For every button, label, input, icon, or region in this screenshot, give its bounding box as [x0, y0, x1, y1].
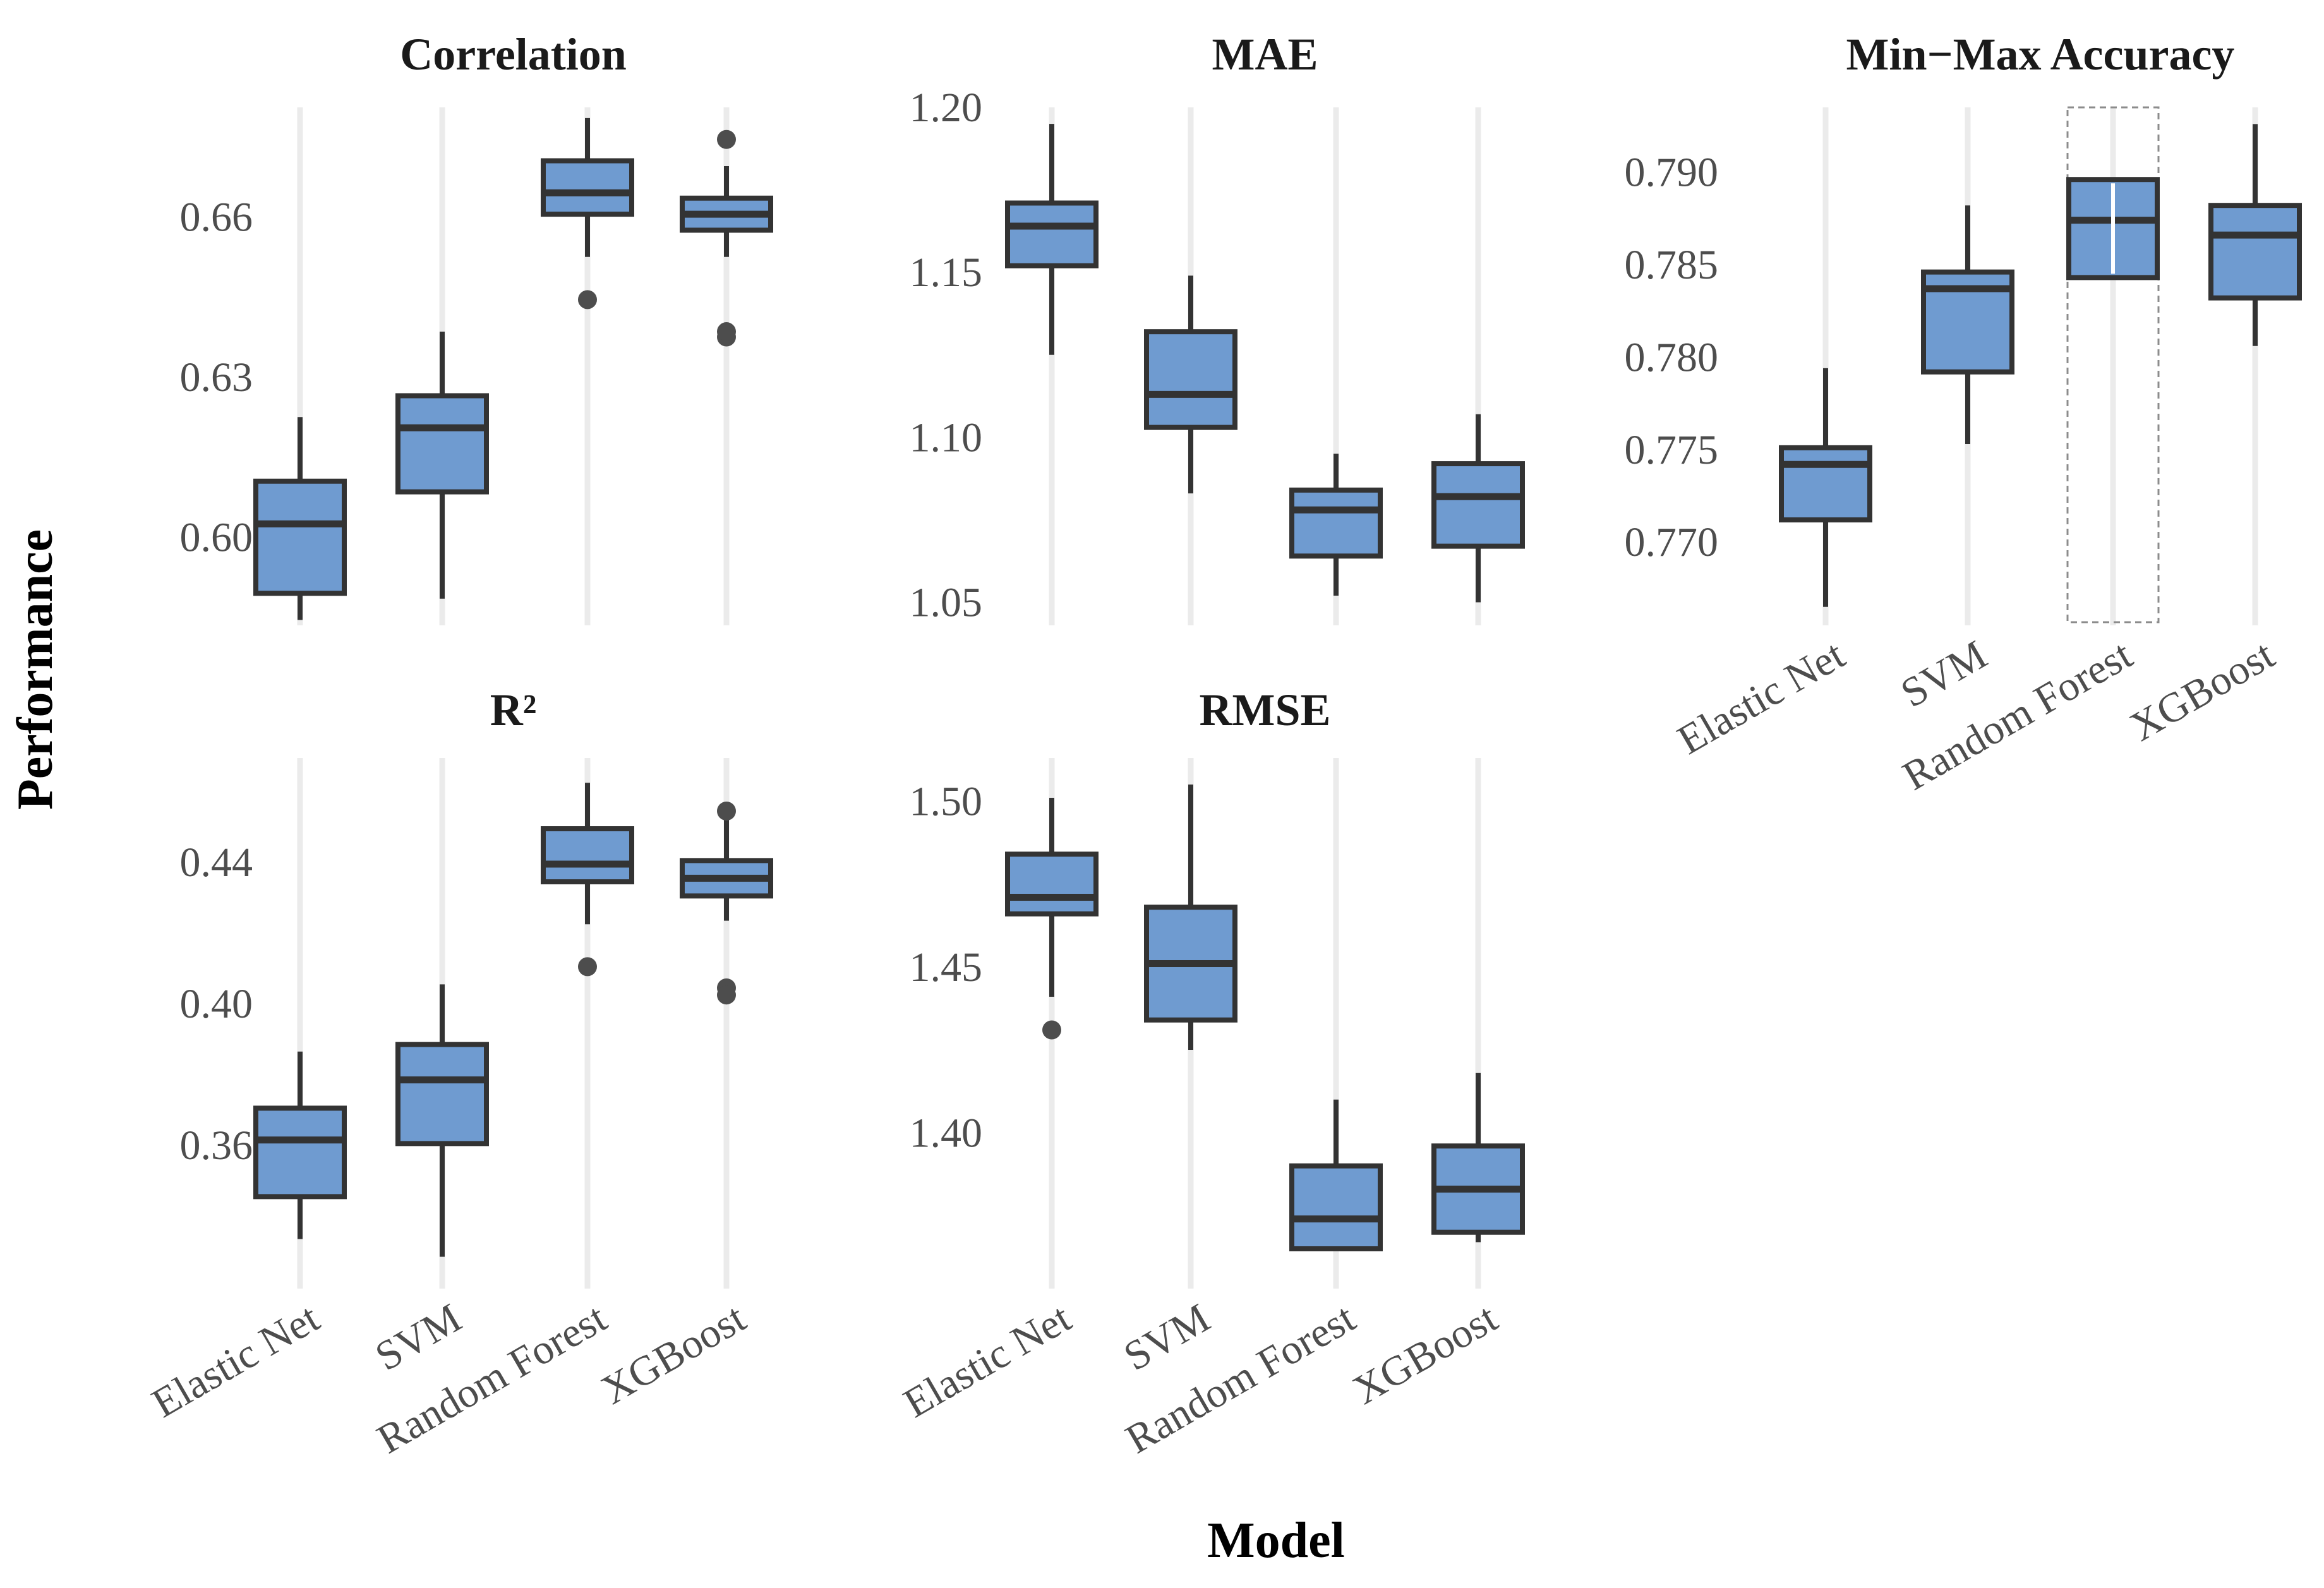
panel-title: R²	[490, 685, 537, 735]
y-tick-label: 0.780	[1625, 334, 1719, 380]
box-svm	[1144, 275, 1237, 494]
y-tick-label: 0.36	[180, 1122, 253, 1169]
box-random-forest	[1289, 454, 1383, 596]
iqr-box	[1289, 1163, 1383, 1251]
y-tick-label: 0.790	[1625, 150, 1719, 196]
box-xgboost	[1431, 1073, 1525, 1242]
iqr-box	[1005, 200, 1099, 268]
box-xgboost	[2208, 124, 2302, 346]
iqr-box	[253, 478, 347, 596]
x-tick-label: SVM	[1116, 1295, 1217, 1380]
iqr-box	[541, 826, 634, 884]
y-tick-label: 0.44	[180, 839, 253, 886]
outlier-point	[717, 129, 736, 149]
box-random-forest	[2066, 177, 2160, 280]
panel-title: RMSE	[1199, 685, 1330, 735]
x-tick-label: XGBoost	[2122, 632, 2282, 750]
y-tick-label: 1.05	[910, 579, 983, 625]
outlier-point	[578, 957, 597, 977]
box-elastic-net	[1005, 124, 1099, 355]
box-svm	[1921, 205, 2014, 444]
box-elastic-net	[1005, 798, 1099, 1040]
x-tick-label: XGBoost	[594, 1295, 753, 1414]
y-tick-label: 0.60	[180, 515, 253, 561]
x-tick-label: Elastic Net	[145, 1295, 327, 1427]
x-tick-label: Elastic Net	[896, 1295, 1079, 1427]
box-elastic-net	[253, 1051, 347, 1239]
y-tick-label: 1.15	[910, 250, 983, 296]
box-svm	[395, 332, 489, 599]
panel-title: MAE	[1212, 29, 1318, 80]
outlier-point	[717, 985, 736, 1005]
iqr-box	[253, 1105, 347, 1200]
panel-2: MAE 1.05 1.10 1.15 1.20	[910, 29, 1525, 625]
iqr-box	[1779, 445, 1872, 523]
iqr-box	[2208, 203, 2302, 301]
y-tick-label: 1.10	[910, 414, 983, 460]
y-tick-label: 0.775	[1625, 427, 1719, 473]
panel-1: Correlation 0.60 0.63 0.66	[180, 29, 773, 625]
outlier-point	[717, 322, 736, 342]
x-axis-title: Model	[1207, 1513, 1345, 1568]
highlight-frame	[2066, 106, 2160, 623]
box-random-forest	[1289, 1099, 1383, 1251]
box-xgboost	[680, 802, 773, 1005]
iqr-box	[1289, 487, 1383, 559]
y-tick-label: 1.20	[910, 85, 983, 131]
y-tick-label: 0.770	[1625, 519, 1719, 565]
panel-title: Correlation	[400, 29, 627, 80]
box-random-forest	[541, 783, 634, 977]
box-xgboost	[680, 129, 773, 347]
iqr-box	[395, 393, 489, 495]
panel-3: Min−Max Accuracy 0.770 0.775 0.780 0.785 0.79…	[1625, 29, 2302, 800]
y-tick-label: 0.785	[1625, 242, 1719, 288]
x-tick-label: XGBoost	[1346, 1295, 1505, 1414]
y-tick-label: 1.50	[910, 778, 983, 824]
box-xgboost	[1431, 414, 1525, 603]
x-tick-label: SVM	[368, 1295, 469, 1380]
iqr-box	[541, 158, 634, 217]
box-elastic-net	[1779, 368, 1872, 607]
x-tick-label: Elastic Net	[1670, 632, 1853, 764]
iqr-box	[395, 1042, 489, 1146]
box-elastic-net	[253, 417, 347, 620]
outlier-point	[578, 290, 597, 310]
outlier-point	[717, 802, 736, 821]
x-tick-label: SVM	[1893, 632, 1994, 717]
iqr-box	[1005, 851, 1099, 917]
iqr-box	[1431, 461, 1525, 549]
y-tick-label: 0.66	[180, 194, 253, 240]
box-svm	[1144, 785, 1237, 1050]
y-tick-label: 0.63	[180, 354, 253, 400]
outlier-point	[1042, 1020, 1061, 1040]
y-axis-title: Performance	[8, 529, 63, 810]
y-tick-label: 0.40	[180, 981, 253, 1027]
panel-title: Min−Max Accuracy	[1846, 29, 2235, 80]
iqr-box	[1144, 329, 1237, 430]
y-tick-label: 1.40	[910, 1110, 983, 1156]
box-svm	[395, 984, 489, 1257]
box-random-forest	[541, 117, 634, 310]
y-tick-label: 1.45	[910, 944, 983, 990]
